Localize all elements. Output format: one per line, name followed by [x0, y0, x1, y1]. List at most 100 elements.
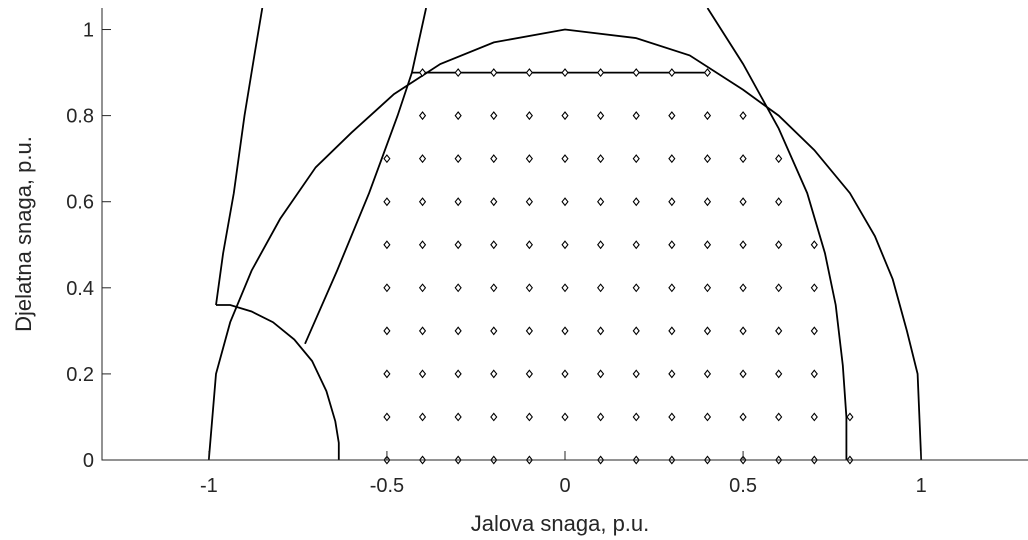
- data-point: [810, 283, 818, 293]
- data-point: [561, 283, 569, 293]
- data-point: [597, 240, 605, 250]
- data-point: [525, 197, 533, 207]
- data-point: [454, 326, 462, 336]
- data-point: [632, 369, 640, 379]
- data-point: [703, 412, 712, 422]
- data-point: [703, 283, 712, 293]
- data-point: [561, 412, 569, 422]
- data-point: [383, 369, 391, 379]
- x-axis-label: Jalova snaga, p.u.: [471, 511, 650, 536]
- data-point: [418, 68, 427, 78]
- data-point: [490, 111, 498, 121]
- data-point: [668, 369, 676, 379]
- data-point: [668, 412, 676, 422]
- data-point: [668, 197, 676, 207]
- data-point: [418, 154, 427, 164]
- data-point: [739, 412, 747, 422]
- data-point: [775, 240, 783, 250]
- data-point: [703, 326, 712, 336]
- data-point: [703, 154, 712, 164]
- data-point: [490, 369, 498, 379]
- boundary-curve-2: [215, 8, 264, 306]
- data-point: [668, 283, 676, 293]
- data-point: [561, 326, 569, 336]
- data-point: [632, 283, 640, 293]
- data-point: [597, 197, 605, 207]
- data-point: [632, 154, 640, 164]
- y-tick-label: 0.6: [66, 192, 94, 214]
- data-point: [454, 369, 462, 379]
- data-point: [775, 412, 783, 422]
- data-point: [632, 240, 640, 250]
- data-point: [525, 240, 533, 250]
- axes: -1 -0.5 0 0.5 1 0 0.2 0.4 0.6 0.8 1: [66, 8, 1028, 497]
- data-point: [525, 326, 533, 336]
- data-point: [525, 283, 533, 293]
- data-point: [418, 197, 427, 207]
- data-point: [668, 154, 676, 164]
- data-point: [597, 369, 605, 379]
- data-point: [418, 369, 427, 379]
- data-point: [668, 326, 676, 336]
- data-point: [490, 412, 498, 422]
- data-point: [454, 240, 462, 250]
- data-point: [775, 154, 783, 164]
- data-point: [703, 111, 712, 121]
- data-point: [632, 197, 640, 207]
- data-point: [490, 197, 498, 207]
- data-point: [454, 68, 462, 78]
- x-tick-label: 0.5: [729, 475, 757, 497]
- data-point: [703, 68, 712, 78]
- y-tick-label: 0.8: [66, 106, 94, 128]
- data-point: [490, 154, 498, 164]
- data-point: [703, 197, 712, 207]
- data-point: [525, 111, 533, 121]
- data-point: [454, 283, 462, 293]
- data-point: [739, 197, 747, 207]
- data-point: [597, 154, 605, 164]
- data-point: [418, 283, 427, 293]
- data-point: [454, 197, 462, 207]
- data-point: [561, 68, 569, 78]
- x-tick-label: -0.5: [370, 475, 404, 497]
- data-point: [418, 111, 427, 121]
- data-point: [454, 154, 462, 164]
- data-point: [632, 111, 640, 121]
- data-point: [668, 240, 676, 250]
- data-point: [632, 326, 640, 336]
- data-point: [525, 369, 533, 379]
- x-tick-label: 1: [916, 475, 927, 497]
- data-point: [846, 412, 854, 422]
- data-point: [632, 412, 640, 422]
- data-point: [561, 111, 569, 121]
- data-point: [383, 412, 391, 422]
- data-point: [775, 283, 783, 293]
- data-point: [418, 326, 427, 336]
- data-point: [597, 283, 605, 293]
- data-point: [739, 154, 747, 164]
- y-tick-label: 1: [83, 20, 94, 42]
- data-point: [561, 197, 569, 207]
- data-point: [525, 68, 533, 78]
- data-point: [383, 197, 391, 207]
- data-point: [490, 68, 498, 78]
- boundary-curve-3: [304, 8, 427, 345]
- data-point: [418, 240, 427, 250]
- data-point: [668, 68, 676, 78]
- data-point: [525, 412, 533, 422]
- x-tick-label: 0: [559, 475, 570, 497]
- data-point: [561, 240, 569, 250]
- data-point: [490, 240, 498, 250]
- data-point: [703, 240, 712, 250]
- data-point: [525, 154, 533, 164]
- data-point: [597, 68, 605, 78]
- data-point: [739, 240, 747, 250]
- data-point: [739, 283, 747, 293]
- x-tick-label: -1: [200, 475, 218, 497]
- data-point: [632, 68, 640, 78]
- y-tick-label: 0: [83, 450, 94, 472]
- data-point: [490, 283, 498, 293]
- data-point: [703, 369, 712, 379]
- data-point: [739, 326, 747, 336]
- boundary-curve-0: [207, 28, 923, 460]
